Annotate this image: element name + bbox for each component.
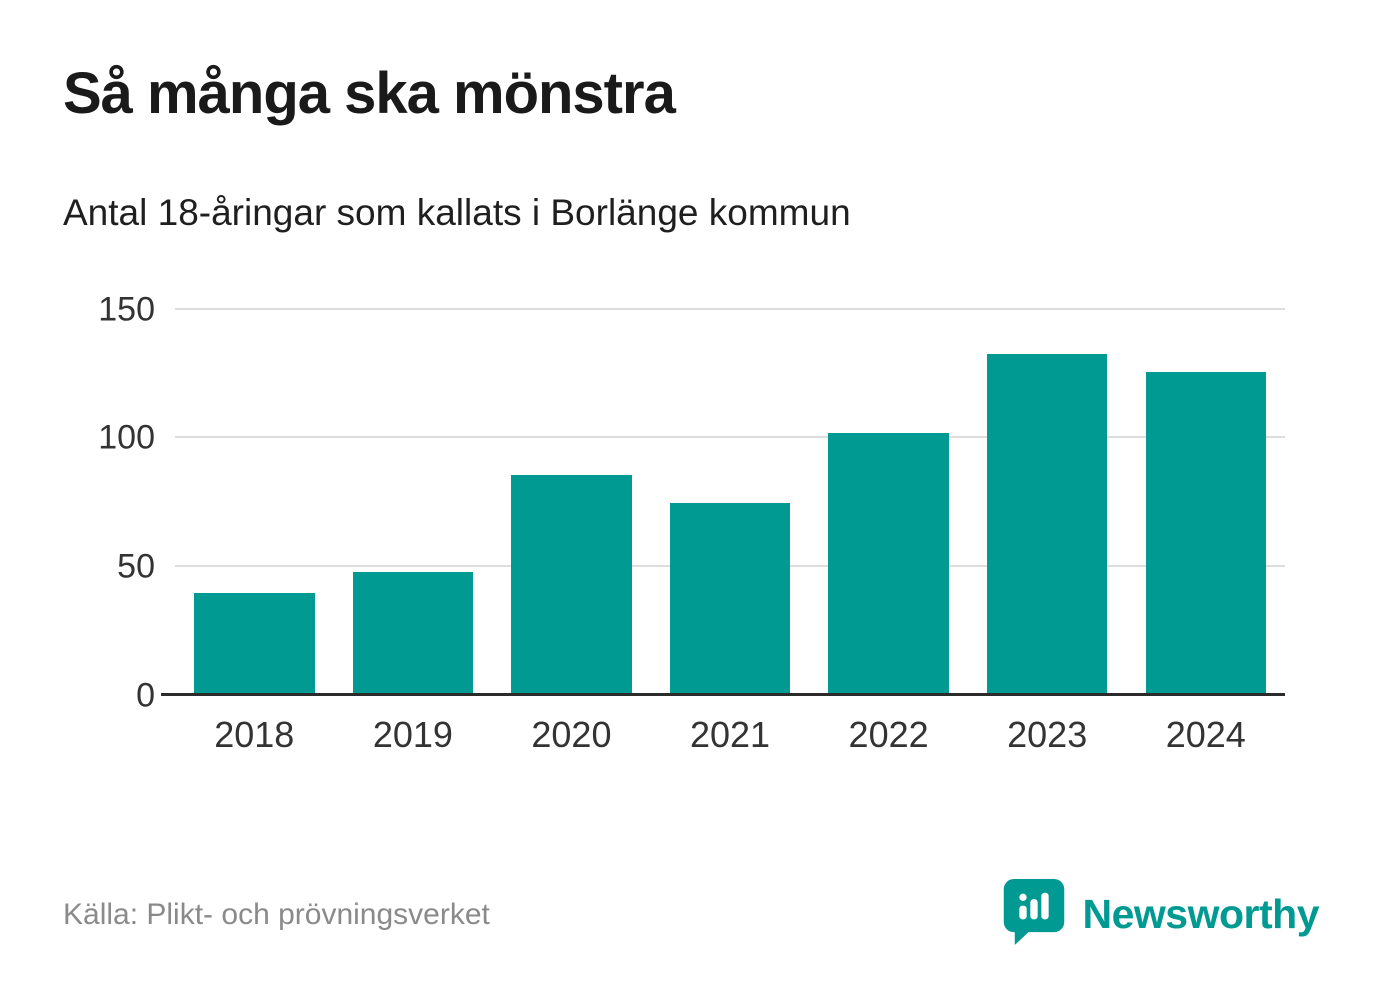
y-tick-label: 0 bbox=[136, 676, 155, 715]
bar-2019 bbox=[352, 572, 474, 696]
bar-slot bbox=[492, 310, 651, 696]
x-tick-label: 2018 bbox=[214, 713, 295, 755]
bar-chart: 0 50 100 150 bbox=[63, 276, 1285, 714]
y-tick-label: 100 bbox=[98, 418, 155, 457]
x-tick-label: 2022 bbox=[848, 713, 929, 755]
gridline bbox=[175, 436, 1285, 439]
bar-slot bbox=[334, 310, 493, 696]
newsworthy-logo-icon bbox=[1001, 876, 1067, 953]
x-tick-label: 2020 bbox=[531, 713, 612, 755]
bar-slot bbox=[651, 310, 810, 696]
x-tick-label: 2023 bbox=[1007, 713, 1088, 755]
y-tick-label: 150 bbox=[98, 290, 155, 329]
y-tick-label: 50 bbox=[117, 547, 155, 586]
bar-slot bbox=[809, 310, 968, 696]
plot-area bbox=[161, 276, 1285, 696]
x-axis-labels: 2018 2019 2020 2021 2022 2023 2024 bbox=[175, 714, 1285, 756]
bars-container bbox=[175, 310, 1285, 696]
bar-2018 bbox=[194, 592, 315, 696]
x-tick-label: 2024 bbox=[1165, 713, 1246, 755]
bar-slot bbox=[175, 310, 334, 696]
x-axis-line bbox=[161, 692, 1285, 696]
gridline bbox=[175, 307, 1285, 310]
x-tick-label: 2019 bbox=[372, 713, 453, 755]
footer: Källa: Plikt- och prövningsverket Newswo… bbox=[63, 876, 1319, 953]
newsworthy-brand: Newsworthy bbox=[1001, 876, 1320, 953]
bar-2020 bbox=[511, 474, 632, 696]
y-axis-labels: 0 50 100 150 bbox=[63, 276, 175, 714]
bar-2023 bbox=[986, 353, 1108, 696]
bar-2024 bbox=[1145, 371, 1267, 696]
bar-2021 bbox=[669, 502, 791, 696]
bar-slot bbox=[1126, 310, 1285, 696]
source-note: Källa: Plikt- och prövningsverket bbox=[63, 897, 490, 931]
page-title: Så många ska mönstra bbox=[63, 61, 676, 126]
brand-name: Newsworthy bbox=[1082, 891, 1320, 937]
bar-slot bbox=[968, 310, 1127, 696]
bar-2022 bbox=[828, 433, 949, 696]
x-tick-label: 2021 bbox=[689, 713, 771, 755]
chart-subtitle: Antal 18-åringar som kallats i Borlänge … bbox=[63, 191, 851, 233]
